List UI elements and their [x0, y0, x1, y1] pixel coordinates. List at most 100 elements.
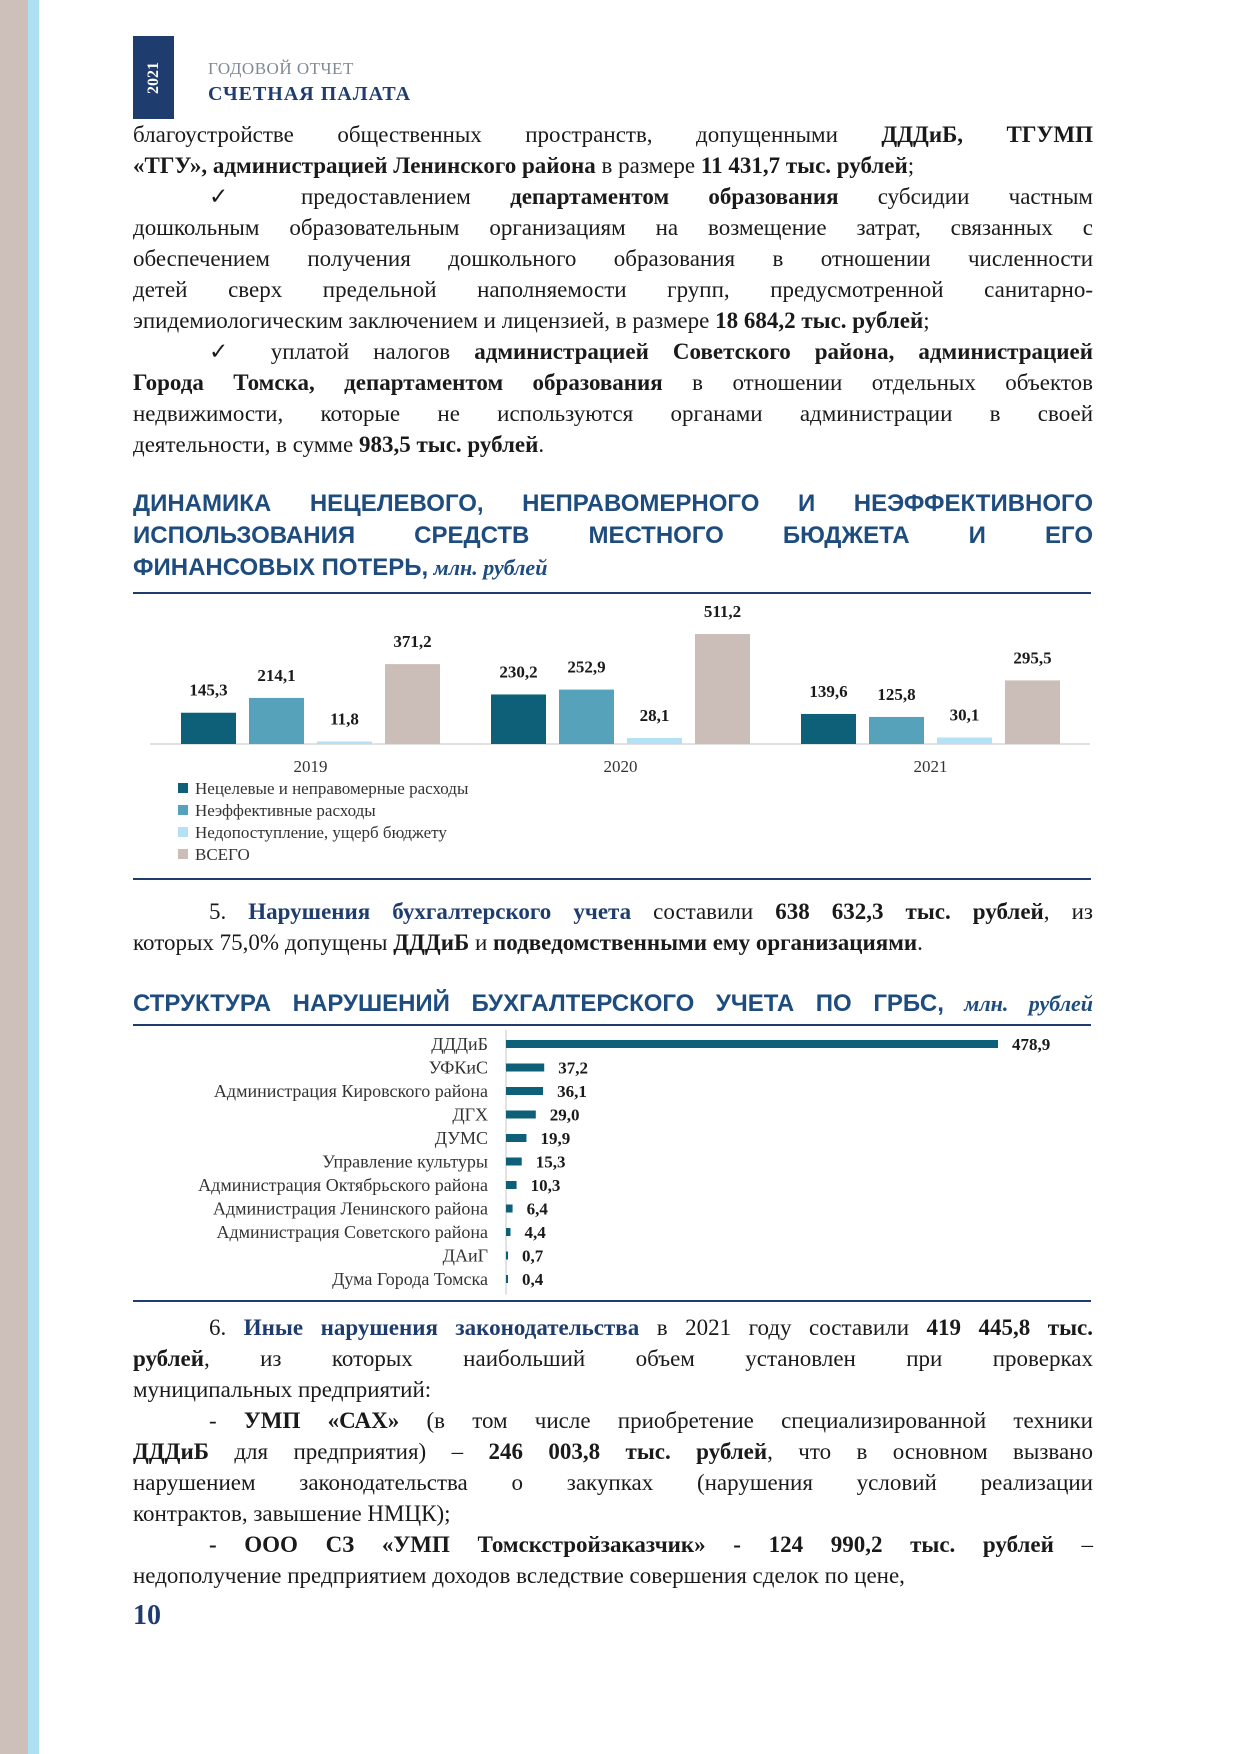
data-label: 214,1 [257, 666, 295, 685]
paragraph-line: дошкольным образовательным организациям … [133, 215, 1093, 240]
x-tick-label: 2019 [294, 757, 328, 776]
paragraph-line: муниципальных предприятий: [133, 1377, 432, 1402]
bar-10 [506, 1251, 508, 1260]
bar-2020-3 [627, 737, 682, 744]
data-label: 145,3 [189, 681, 227, 700]
chart2-title: СТРУКТУРА НАРУШЕНИЙ БУХГАЛТЕРСКОГО УЧЕТА… [133, 990, 1093, 1017]
data-label: 6,4 [527, 1200, 549, 1219]
data-label: 371,2 [393, 632, 431, 651]
category-label: ДГХ [452, 1105, 488, 1125]
divider [133, 1300, 1091, 1302]
x-tick-label: 2021 [914, 757, 948, 776]
page-number: 10 [133, 1600, 161, 1631]
legend-swatch [178, 827, 188, 837]
dynamics-bar-chart: 145,3 214,1 11,8 371,2 2019 230,2 252,9 28,1 511… [150, 602, 1090, 864]
paragraph-line: недвижимости, которые не используются ор… [133, 401, 1093, 426]
data-label: 295,5 [1013, 648, 1051, 667]
category-label: ДУМС [435, 1128, 488, 1148]
chart1-unit: млн. рублей [428, 555, 548, 580]
data-label: 15,3 [536, 1153, 566, 1172]
data-label: 252,9 [567, 658, 605, 677]
checkmark-icon: ✓ [209, 184, 262, 209]
bar-6 [506, 1157, 522, 1166]
category-label: Управление культуры [322, 1152, 488, 1172]
bar-2021-4 [1005, 680, 1060, 744]
data-label: 0,4 [522, 1270, 544, 1289]
category-label: Администрация Советского района [216, 1222, 488, 1242]
bar-2019-3 [317, 741, 372, 744]
paragraph-line: обеспечением получения дошкольного образ… [133, 246, 1093, 271]
divider [133, 1024, 1091, 1026]
data-label: 10,3 [531, 1176, 561, 1195]
legend-label: Недопоступление, ущерб бюджету [195, 823, 447, 842]
category-label: Администрация Октябрьского района [198, 1175, 488, 1195]
bar-2021-3 [937, 737, 992, 744]
data-label: 0,7 [522, 1247, 544, 1266]
data-label: 139,6 [809, 682, 847, 701]
paragraph-line: Города Томска, департаментом образования… [133, 370, 1093, 395]
bar-2021-1 [801, 713, 856, 744]
legend-swatch [178, 849, 188, 859]
bar-2019-2 [249, 697, 304, 744]
data-label: 36,1 [557, 1082, 587, 1101]
bar-7 [506, 1181, 517, 1189]
paragraph-line: 5. Нарушения бухгалтерского учета состав… [209, 899, 1093, 924]
chart1-title-line: ИСПОЛЬЗОВАНИЯ СРЕДСТВ МЕСТНОГО БЮДЖЕТА И… [133, 522, 1093, 549]
bar-5 [506, 1134, 527, 1142]
year-badge: 2021 [133, 36, 174, 119]
legend-label: Неэффективные расходы [195, 801, 376, 820]
category-label: Дума Города Томска [332, 1269, 488, 1289]
report-type: ГОДОВОЙ ОТЧЕТ [208, 59, 354, 78]
legend-label: ВСЕГО [195, 845, 250, 864]
data-label: 19,9 [540, 1129, 570, 1148]
organization-name: СЧЕТНАЯ ПАЛАТА [208, 83, 412, 105]
paragraph-line: ДДДиБ для предприятия) – 246 003,8 тыс. … [133, 1439, 1093, 1464]
bar-11 [506, 1275, 508, 1283]
paragraph-line: ✓ уплатой налогов администрацией Советск… [209, 339, 1093, 364]
data-label: 4,4 [525, 1223, 547, 1242]
data-label: 28,1 [640, 706, 670, 725]
paragraph-line: 6. Иные нарушения законодательства в 202… [209, 1315, 1094, 1340]
category-label: Администрация Кировского района [214, 1081, 488, 1101]
year-label: 2021 [144, 61, 162, 94]
x-tick-label: 2020 [604, 757, 638, 776]
bar-2020-2 [559, 689, 614, 744]
paragraph-line: деятельности, в сумме 983,5 тыс. рублей. [133, 432, 545, 457]
structure-bar-chart: ДДДиБ 478,9 УФКиС 37,2 Администрация Кировск… [198, 1030, 1050, 1295]
paragraph-line: недополучение предприятием доходов вслед… [133, 1563, 905, 1588]
paragraph-line: ✓ предоставлением департаментом образова… [209, 184, 1093, 209]
category-label: УФКиС [429, 1058, 488, 1078]
paragraph-line: контрактов, завышение НМЦК); [133, 1501, 451, 1526]
legend-label: Нецелевые и неправомерные расходы [195, 779, 469, 798]
category-label: ДАиГ [443, 1246, 488, 1266]
divider [133, 592, 1091, 594]
bar-3 [506, 1087, 544, 1095]
data-label: 11,8 [330, 709, 359, 728]
bar-2020-4 [695, 634, 750, 744]
checkmark-icon: ✓ [209, 339, 247, 364]
bar-2019-1 [181, 712, 236, 744]
data-label: 125,8 [877, 685, 915, 704]
data-label: 511,2 [704, 602, 741, 621]
category-label: Администрация Ленинского района [213, 1199, 488, 1219]
data-label: 29,0 [550, 1106, 580, 1125]
decorative-stripe-blue [28, 0, 39, 1754]
legend-swatch [178, 783, 188, 793]
data-label: 230,2 [499, 662, 537, 681]
paragraph-line: «ТГУ», администрацией Ленинского района … [133, 153, 915, 178]
chart1-title-line: ФИНАНСОВЫХ ПОТЕРЬ, млн. рублей [133, 554, 548, 581]
bar-2 [506, 1063, 545, 1072]
category-label: ДДДиБ [431, 1034, 488, 1054]
paragraph-line: нарушением законодательства о закупках (… [133, 1470, 1093, 1495]
data-label: 30,1 [950, 706, 980, 725]
bar-2019-4 [385, 664, 440, 744]
divider [133, 878, 1091, 880]
bar-1 [506, 1040, 998, 1048]
data-label: 478,9 [1012, 1035, 1050, 1054]
legend-swatch [178, 805, 188, 815]
bar-2020-1 [491, 694, 546, 744]
bar-9 [506, 1228, 511, 1236]
paragraph-line: эпидемиологическим заключением и лицензи… [133, 308, 930, 333]
bar-8 [506, 1204, 513, 1213]
bar-4 [506, 1110, 536, 1119]
